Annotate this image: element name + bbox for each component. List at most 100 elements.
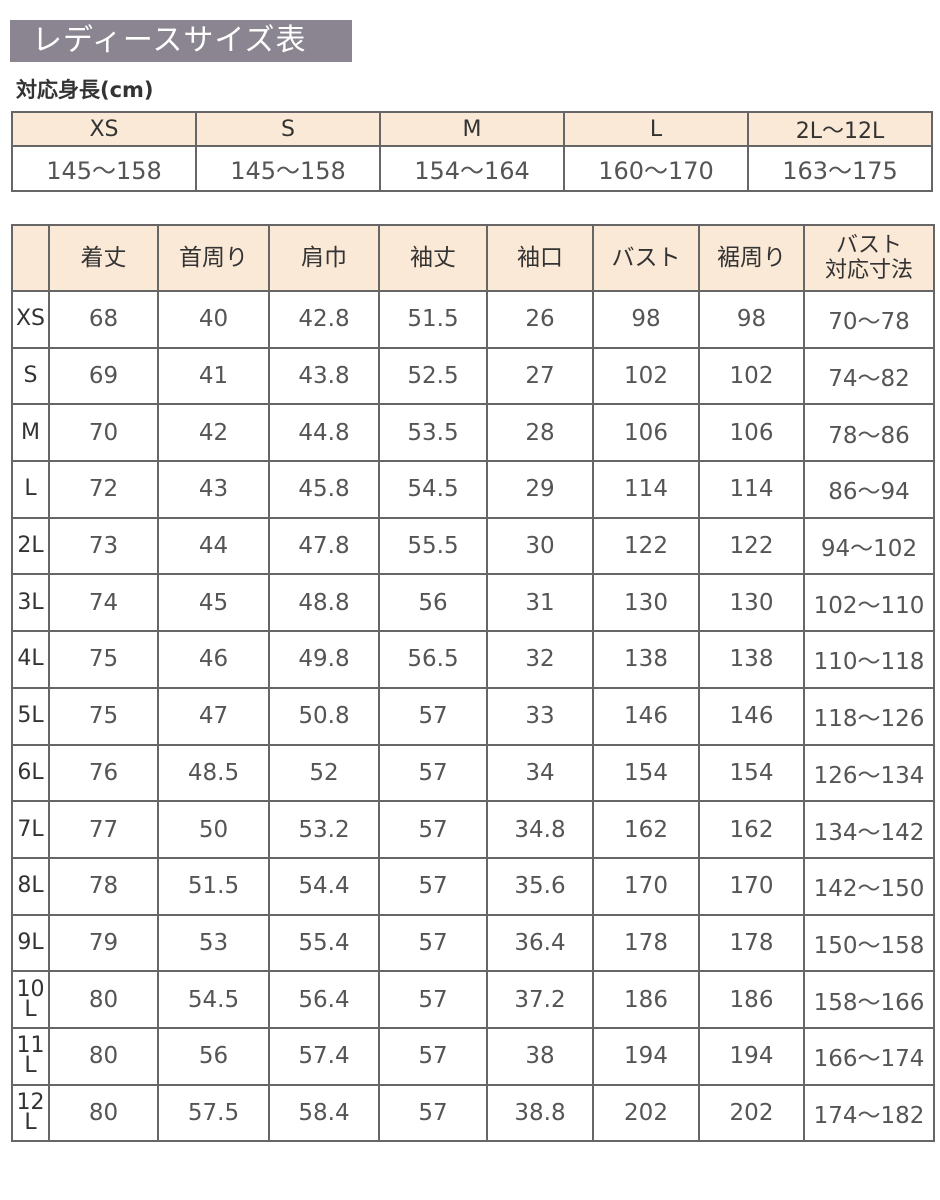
table-cell: 44.8 xyxy=(268,403,380,463)
size-label: XS xyxy=(11,290,50,349)
table-cell: 57 xyxy=(378,913,488,973)
table-cell: 37.2 xyxy=(486,970,594,1029)
size-label: 10L xyxy=(11,970,50,1029)
size-label: 12L xyxy=(11,1083,50,1143)
table-cell: 75 xyxy=(48,630,159,689)
size-label: 2L xyxy=(11,516,50,576)
table-cell: 106 xyxy=(592,403,700,463)
table-cell: 69 xyxy=(48,346,159,406)
size-label: 5L xyxy=(11,686,50,746)
table-cell: 94～102 xyxy=(803,516,935,576)
table-cell: 29 xyxy=(486,460,594,519)
table-cell: 53.5 xyxy=(378,403,488,463)
table-cell: 32 xyxy=(486,630,594,689)
table-cell: 36.4 xyxy=(486,913,594,973)
table-cell: 122 xyxy=(592,516,700,576)
table-cell: 54.4 xyxy=(268,856,380,916)
table-cell: 50.8 xyxy=(268,686,380,746)
table-cell: 27 xyxy=(486,346,594,406)
table-row: 9L 79 53 55.4 57 36.4 178 178 150～158 xyxy=(11,913,935,973)
table-cell: 86～94 xyxy=(803,460,935,519)
table-cell: 56.5 xyxy=(378,630,488,689)
table-cell: 43.8 xyxy=(268,346,380,406)
table-cell: 51.5 xyxy=(157,856,270,916)
height-range: 160～170 xyxy=(563,145,749,192)
table-cell: 73 xyxy=(48,516,159,576)
table-cell: 57.5 xyxy=(157,1083,270,1143)
column-header: バスト xyxy=(592,224,700,292)
table-cell: 102 xyxy=(592,346,700,406)
table-cell: 44 xyxy=(157,516,270,576)
table-cell: 52.5 xyxy=(378,346,488,406)
table-cell: 47 xyxy=(157,686,270,746)
table-row: 3L 74 45 48.8 56 31 130 130 102～110 xyxy=(11,573,935,633)
table-cell: 55.5 xyxy=(378,516,488,576)
column-header: バスト 対応寸法 xyxy=(803,224,935,292)
size-label: L xyxy=(11,460,50,519)
size-header: M xyxy=(379,111,565,147)
size-label: 8L xyxy=(11,856,50,916)
table-cell: 77 xyxy=(48,800,159,859)
table-cell: 40 xyxy=(157,290,270,349)
table-cell: 53.2 xyxy=(268,800,380,859)
table-cell: 166～174 xyxy=(803,1026,935,1086)
size-header: S xyxy=(195,111,381,147)
table-row: S 69 41 43.8 52.5 27 102 102 74～82 xyxy=(11,346,935,406)
table-row: 12L 80 57.5 58.4 57 38.8 202 202 174～182 xyxy=(11,1083,935,1143)
table-cell: 57 xyxy=(378,856,488,916)
table-row: M 70 42 44.8 53.5 28 106 106 78～86 xyxy=(11,403,935,463)
table-cell: 146 xyxy=(698,686,805,746)
table-cell: 162 xyxy=(592,800,700,859)
table-cell: 52 xyxy=(268,743,380,803)
size-label: 4L xyxy=(11,630,50,689)
table-cell: 56.4 xyxy=(268,970,380,1029)
table-cell: 138 xyxy=(592,630,700,689)
table-cell: 49.8 xyxy=(268,630,380,689)
table-cell: 78～86 xyxy=(803,403,935,463)
table-row: 11L 80 56 57.4 57 38 194 194 166～174 xyxy=(11,1026,935,1086)
table-cell: 30 xyxy=(486,516,594,576)
column-header: 肩巾 xyxy=(268,224,380,292)
table-cell: 98 xyxy=(592,290,700,349)
table-row: 10L 80 54.5 56.4 57 37.2 186 186 158～166 xyxy=(11,970,935,1029)
table-cell: 202 xyxy=(592,1083,700,1143)
table-cell: 58.4 xyxy=(268,1083,380,1143)
table-cell: 54.5 xyxy=(157,970,270,1029)
table-cell: 122 xyxy=(698,516,805,576)
table-cell: 110～118 xyxy=(803,630,935,689)
table-cell: 80 xyxy=(48,1026,159,1086)
size-header: 2L～12L xyxy=(747,111,933,147)
page-title: レディースサイズ表 xyxy=(10,20,352,62)
table-cell: 134～142 xyxy=(803,800,935,859)
table-cell: 26 xyxy=(486,290,594,349)
column-header: 着丈 xyxy=(48,224,159,292)
height-range: 163～175 xyxy=(747,145,933,192)
table-row: 6L 76 48.5 52 57 34 154 154 126～134 xyxy=(11,743,935,803)
table-cell: 174～182 xyxy=(803,1083,935,1143)
table-cell: 47.8 xyxy=(268,516,380,576)
table-cell: 57 xyxy=(378,1026,488,1086)
table-cell: 57 xyxy=(378,970,488,1029)
size-label: 11L xyxy=(11,1026,50,1086)
column-header: 袖丈 xyxy=(378,224,488,292)
table-row: XS 68 40 42.8 51.5 26 98 98 70～78 xyxy=(11,290,935,349)
table-cell: 70 xyxy=(48,403,159,463)
table-cell: 102 xyxy=(698,346,805,406)
table-cell: 46 xyxy=(157,630,270,689)
table-row: L 72 43 45.8 54.5 29 114 114 86～94 xyxy=(11,460,935,519)
table-cell: 114 xyxy=(698,460,805,519)
table-cell: 53 xyxy=(157,913,270,973)
size-table-header: 着丈 首周り 肩巾 袖丈 袖口 バスト 裾周り バスト 対応寸法 xyxy=(11,224,935,292)
table-cell: 154 xyxy=(698,743,805,803)
table-cell: 74 xyxy=(48,573,159,633)
table-cell: 28 xyxy=(486,403,594,463)
table-cell: 76 xyxy=(48,743,159,803)
size-label: M xyxy=(11,403,50,463)
table-cell: 51.5 xyxy=(378,290,488,349)
table-cell: 57.4 xyxy=(268,1026,380,1086)
table-cell: 154 xyxy=(592,743,700,803)
table-cell: 79 xyxy=(48,913,159,973)
table-cell: 130 xyxy=(698,573,805,633)
table-cell: 158～166 xyxy=(803,970,935,1029)
table-cell: 35.6 xyxy=(486,856,594,916)
